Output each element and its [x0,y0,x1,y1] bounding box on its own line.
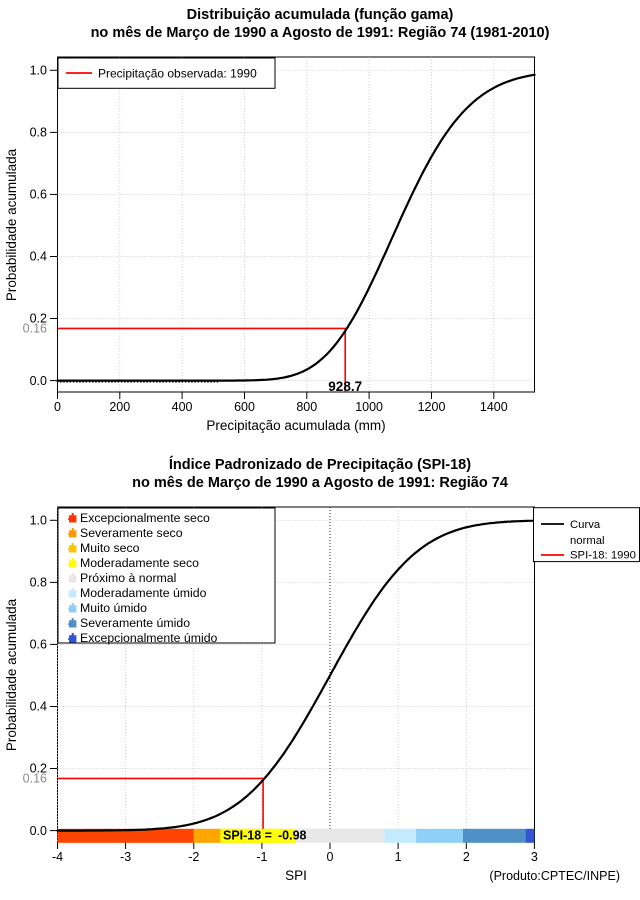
svg-text:3: 3 [531,850,538,864]
svg-text:Precipitação observada: 1990: Precipitação observada: 1990 [98,67,257,81]
svg-text:1400: 1400 [480,400,508,414]
svg-text:-2: -2 [188,850,199,864]
svg-text:0.8: 0.8 [30,576,47,590]
svg-text:800: 800 [296,400,317,414]
svg-text:-3: -3 [120,850,131,864]
svg-text:0.0: 0.0 [30,824,47,838]
svg-text:SPI-18: 1990: SPI-18: 1990 [570,550,636,562]
svg-text:Excepcionalmente úmido: Excepcionalmente úmido [80,631,218,645]
svg-text:-1: -1 [256,850,267,864]
svg-text:Severamente úmido: Severamente úmido [80,616,190,630]
svg-text:Moderadamente úmido: Moderadamente úmido [80,586,207,600]
svg-text:1: 1 [395,850,402,864]
svg-text:0.16: 0.16 [23,772,47,786]
svg-text:0: 0 [54,400,61,414]
svg-text:400: 400 [172,400,193,414]
svg-text:0.0: 0.0 [30,374,47,388]
svg-text:200: 200 [109,400,130,414]
svg-text:0.6: 0.6 [30,638,47,652]
svg-text:0.16: 0.16 [23,322,47,336]
svg-text:Muito úmido: Muito úmido [80,601,147,615]
svg-text:Próximo à normal: Próximo à normal [80,571,176,585]
svg-text:0.6: 0.6 [30,188,47,202]
svg-text:1200: 1200 [418,400,446,414]
svg-text:SPI: SPI [285,868,307,883]
svg-text:-4: -4 [52,850,63,864]
svg-text:Probabilidade acumulada: Probabilidade acumulada [4,598,19,751]
svg-text:Índice Padronizado de Precipit: Índice Padronizado de Precipitação (SPI-… [169,456,471,473]
svg-text:Severamente seco: Severamente seco [80,526,183,540]
svg-text:Muito seco: Muito seco [80,541,140,555]
svg-text:Moderadamente seco: Moderadamente seco [80,556,199,570]
svg-text:0.4: 0.4 [30,700,47,714]
svg-text:2: 2 [463,850,470,864]
svg-text:Curva: Curva [570,519,601,531]
svg-text:Precipitação acumulada (mm): Precipitação acumulada (mm) [206,418,385,433]
svg-text:(Produto:CPTEC/INPE): (Produto:CPTEC/INPE) [489,869,620,883]
svg-text:Distribuição acumulada (função: Distribuição acumulada (função gama) [187,7,454,23]
svg-text:0.4: 0.4 [30,250,47,264]
svg-text:1.0: 1.0 [30,514,47,528]
svg-text:-0.98: -0.98 [278,829,307,843]
svg-text:SPI-18 =: SPI-18 = [223,829,272,843]
svg-text:no mês de Março de 1990 a Agos: no mês de Março de 1990 a Agosto de 1991… [91,25,550,41]
svg-text:Probabilidade acumulada: Probabilidade acumulada [4,148,19,301]
svg-text:normal: normal [570,535,605,547]
svg-text:600: 600 [234,400,255,414]
svg-text:Excepcionalmente seco: Excepcionalmente seco [80,511,210,525]
svg-text:928.7: 928.7 [328,379,362,394]
svg-text:0: 0 [327,850,334,864]
svg-text:1000: 1000 [355,400,383,414]
svg-text:0.8: 0.8 [30,126,47,140]
svg-text:no mês de Março de 1990 a Agos: no mês de Março de 1990 a Agosto de 1991… [132,475,508,491]
svg-text:1.0: 1.0 [30,64,47,78]
